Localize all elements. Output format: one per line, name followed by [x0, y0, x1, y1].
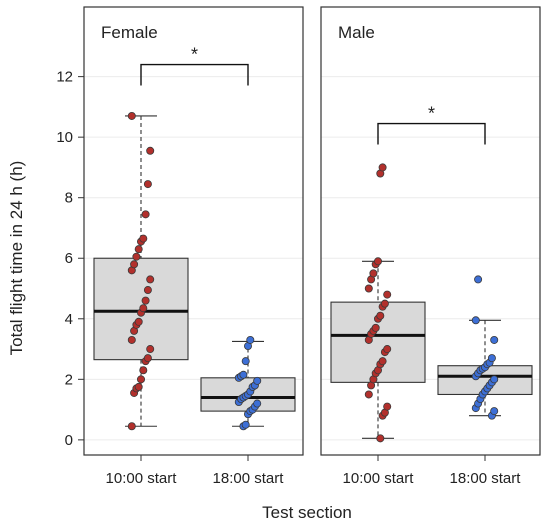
- data-point: [241, 420, 250, 429]
- data-point: [378, 357, 387, 366]
- data-point: [127, 335, 136, 344]
- data-point: [471, 316, 480, 325]
- x-axis-title: Test section: [262, 503, 352, 522]
- data-point: [246, 335, 255, 344]
- data-point: [241, 357, 250, 366]
- data-point: [130, 260, 139, 269]
- significance-bracket: [140, 63, 249, 86]
- panel-title: Male: [338, 23, 375, 42]
- data-point: [474, 275, 483, 284]
- data-point: [376, 434, 385, 443]
- x-tick-label: 18:00 start: [450, 470, 522, 487]
- data-point: [146, 345, 155, 354]
- x-tick-label: 10:00 start: [343, 470, 415, 487]
- data-point: [383, 290, 392, 299]
- y-tick-label: 8: [65, 190, 73, 207]
- data-point: [127, 422, 136, 431]
- data-point: [146, 275, 155, 284]
- y-axis-title: Total flight time in 24 h (h): [7, 161, 26, 356]
- significance-layer: **: [140, 45, 486, 145]
- data-point: [136, 375, 145, 384]
- data-point: [127, 111, 136, 120]
- data-point: [134, 382, 143, 391]
- data-point: [253, 376, 262, 385]
- significance-star: *: [191, 45, 198, 65]
- data-point: [141, 210, 150, 219]
- data-point: [378, 163, 387, 172]
- data-point: [383, 402, 392, 411]
- panel-frames: [83, 6, 541, 456]
- data-point: [490, 335, 499, 344]
- data-point: [371, 323, 380, 332]
- data-point: [134, 245, 143, 254]
- data-point: [143, 286, 152, 295]
- data-point: [364, 284, 373, 293]
- data-point: [380, 299, 389, 308]
- panel-frame: [320, 6, 541, 456]
- data-point: [373, 257, 382, 266]
- data-point: [146, 146, 155, 155]
- data-point: [143, 180, 152, 189]
- panel-frame: [83, 6, 304, 456]
- y-tick-label: 10: [56, 129, 73, 146]
- significance-bracket: [377, 122, 486, 145]
- data-point: [364, 390, 373, 399]
- data-point: [487, 354, 496, 363]
- panel-title: Female: [101, 23, 158, 42]
- data-point: [139, 234, 148, 243]
- boxes-layer: [93, 115, 533, 439]
- data-point: [139, 366, 148, 375]
- y-tick-label: 12: [56, 69, 73, 86]
- data-point: [369, 269, 378, 278]
- data-point: [376, 311, 385, 320]
- data-point: [143, 354, 152, 363]
- data-point: [239, 370, 248, 379]
- data-point: [139, 304, 148, 313]
- x-tick-label: 18:00 start: [213, 470, 285, 487]
- y-tick-label: 2: [65, 371, 73, 388]
- y-tick-label: 6: [65, 250, 73, 267]
- data-point: [490, 375, 499, 384]
- data-point: [490, 407, 499, 416]
- x-tick-label: 10:00 start: [106, 470, 178, 487]
- data-point: [132, 252, 141, 261]
- data-point: [134, 317, 143, 326]
- data-point: [141, 296, 150, 305]
- points-layer: [127, 111, 499, 443]
- y-tick-label: 4: [65, 311, 73, 328]
- significance-star: *: [428, 104, 435, 124]
- labels-layer: 0 2 4 6 8 10 12 Female 10:00 start 18:00 start Mal…: [56, 23, 521, 487]
- data-point: [253, 399, 262, 408]
- y-tick-label: 0: [65, 432, 73, 449]
- data-point: [383, 345, 392, 354]
